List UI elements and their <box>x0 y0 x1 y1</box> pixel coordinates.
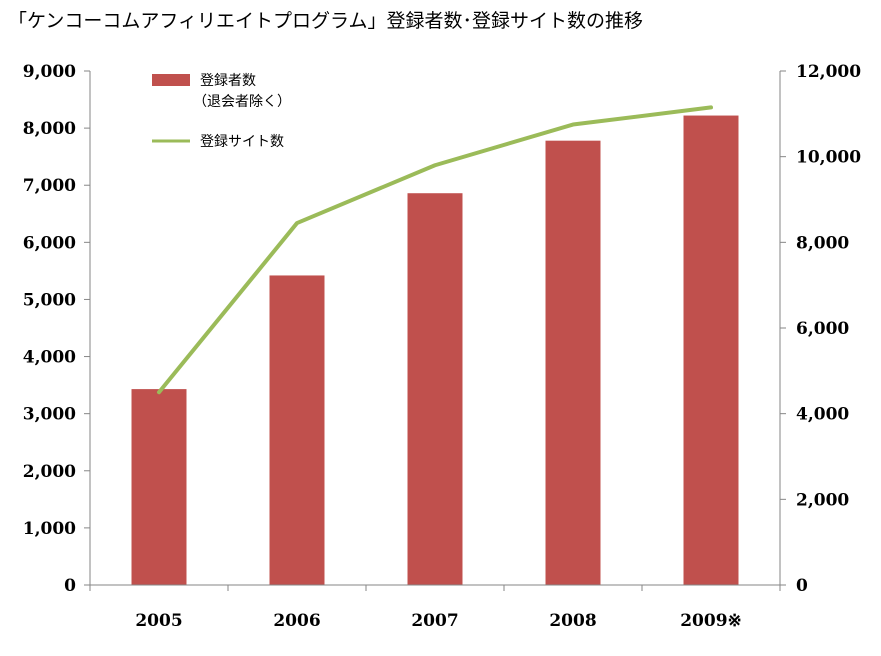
y-left-tick-label: 6,000 <box>23 233 76 253</box>
y-right-tick-label: 6,000 <box>796 319 849 339</box>
x-tick-label: 2008 <box>549 611 596 631</box>
y-left-tick-label: 7,000 <box>23 176 76 196</box>
y-left-tick-label: 5,000 <box>23 290 76 310</box>
y-right-tick-label: 0 <box>796 576 808 596</box>
bar-2008 <box>545 140 601 586</box>
y-left-tick-label: 9,000 <box>23 62 76 82</box>
legend-line-label: 登録サイト数 <box>200 134 284 150</box>
legend: 登録者数 （退会者除く） 登録サイト数 <box>152 73 291 150</box>
y-right-tick-label: 2,000 <box>796 490 849 510</box>
axes-layer: 0 1,000 2,000 3,000 4,000 5,000 6,000 7,000 8,00… <box>23 62 861 631</box>
y-left-tick-label: 1,000 <box>23 519 76 539</box>
legend-bar-label: 登録者数 <box>200 73 256 89</box>
x-tick-label: 2005 <box>135 611 182 631</box>
x-tick-label: 2006 <box>273 611 320 631</box>
bar-2005 <box>131 389 187 585</box>
y-left-tick-label: 4,000 <box>23 348 76 368</box>
legend-bar-sublabel: （退会者除く） <box>193 94 291 110</box>
bar-2009※ <box>683 115 739 586</box>
y-left-tick-label: 2,000 <box>23 462 76 482</box>
x-tick-label: 2007 <box>411 611 458 631</box>
y-right-tick-label: 4,000 <box>796 405 849 425</box>
bar-2007 <box>407 193 463 585</box>
y-right-tick-label: 12,000 <box>796 62 861 82</box>
chart-title: 「ケンコーコムアフィリエイトプログラム」登録者数･登録サイト数の推移 <box>8 10 643 32</box>
x-tick-label: 2009※ <box>680 611 742 631</box>
bar-2006 <box>269 275 325 585</box>
y-right-tick-label: 8,000 <box>796 233 849 253</box>
y-left-tick-label: 3,000 <box>23 405 76 425</box>
y-right-tick-label: 10,000 <box>796 148 861 168</box>
y-left-tick-label: 0 <box>64 576 76 596</box>
legend-bar-swatch <box>152 74 190 86</box>
line-layer <box>157 105 713 395</box>
bars-layer <box>131 115 739 586</box>
y-left-tick-label: 8,000 <box>23 119 76 139</box>
